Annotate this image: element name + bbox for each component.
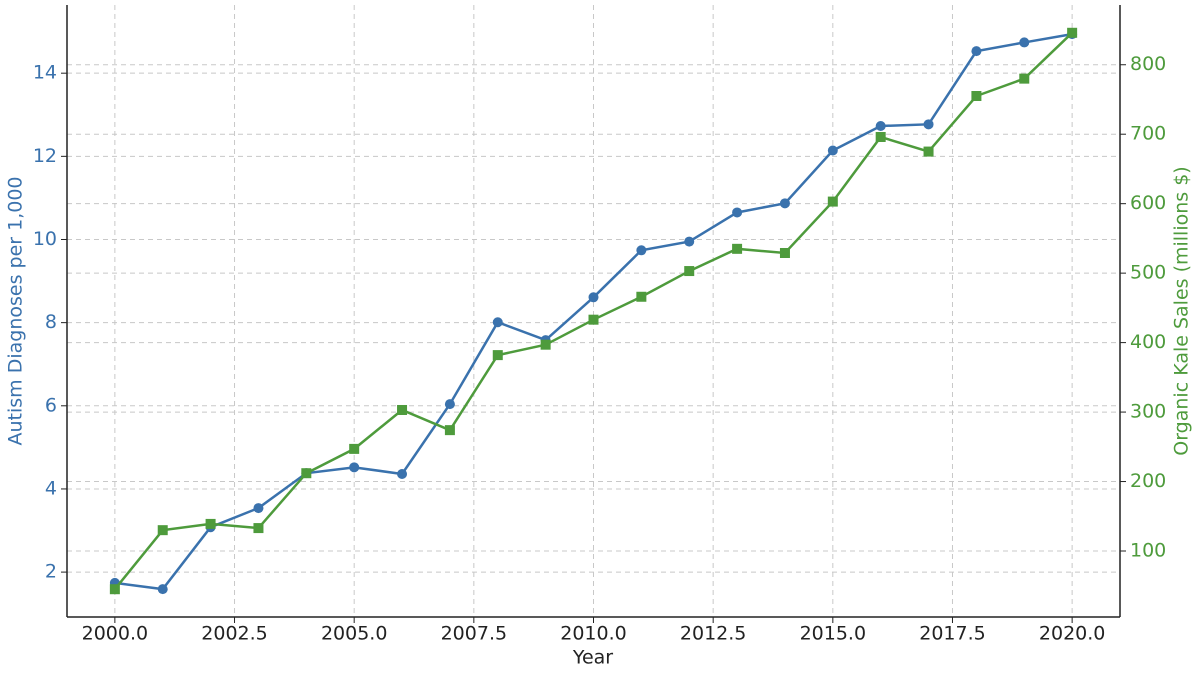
marker [1067, 27, 1078, 38]
marker [588, 292, 599, 303]
marker [1019, 73, 1030, 84]
marker [205, 518, 216, 529]
x-tick-label: 2000.0 [82, 623, 148, 645]
marker [492, 350, 503, 361]
marker [827, 196, 838, 207]
marker [923, 119, 934, 130]
x-tick-label: 2012.5 [680, 623, 746, 645]
x-tick-label: 2002.5 [201, 623, 267, 645]
x-tick-label: 2005.0 [321, 623, 387, 645]
y2-tick-label: 200 [1130, 470, 1166, 492]
marker [1019, 37, 1030, 48]
x-tick-label: 2010.0 [560, 623, 626, 645]
marker [875, 131, 886, 142]
y2-tick-label: 300 [1130, 401, 1166, 423]
x-tick-label: 2015.0 [800, 623, 866, 645]
y2-tick-label: 100 [1130, 540, 1166, 562]
marker [732, 207, 743, 218]
marker [492, 317, 503, 328]
marker [253, 523, 264, 534]
y2-tick-label: 800 [1130, 53, 1166, 75]
marker [875, 120, 886, 131]
marker [636, 291, 647, 302]
x-tick-label: 2007.5 [441, 623, 507, 645]
x-axis-label: Year [572, 647, 613, 669]
y-tick-label: 8 [45, 311, 57, 333]
marker [397, 404, 408, 415]
marker [732, 243, 743, 254]
marker [684, 266, 695, 277]
marker [923, 146, 934, 157]
x-tick-label: 2020.0 [1039, 623, 1105, 645]
y-axis-label: Autism Diagnoses per 1,000 [5, 176, 27, 445]
y2-tick-label: 600 [1130, 192, 1166, 214]
y2-tick-label: 700 [1130, 123, 1166, 145]
marker [444, 425, 455, 436]
marker [349, 443, 360, 454]
y-tick-label: 6 [45, 394, 57, 416]
marker [253, 503, 264, 514]
y2-axis-label: Organic Kale Sales (millions $) [1171, 166, 1193, 455]
marker [444, 399, 455, 410]
marker [109, 584, 120, 595]
marker [779, 198, 790, 209]
marker [349, 462, 360, 473]
marker [779, 247, 790, 258]
marker [540, 339, 551, 350]
y-tick-label: 12 [33, 145, 57, 167]
y-tick-label: 14 [33, 62, 57, 84]
marker [588, 314, 599, 325]
marker [397, 468, 408, 479]
y2-tick-label: 400 [1130, 331, 1166, 353]
marker [157, 584, 168, 595]
y2-tick-label: 500 [1130, 262, 1166, 284]
marker [827, 145, 838, 156]
marker [301, 468, 312, 479]
marker [971, 91, 982, 102]
y-tick-label: 10 [33, 228, 57, 250]
x-tick-label: 2017.5 [919, 623, 985, 645]
marker [684, 236, 695, 247]
marker [636, 245, 647, 256]
y-tick-label: 2 [45, 561, 57, 583]
marker [157, 525, 168, 536]
marker [971, 46, 982, 57]
y-tick-label: 4 [45, 477, 57, 499]
